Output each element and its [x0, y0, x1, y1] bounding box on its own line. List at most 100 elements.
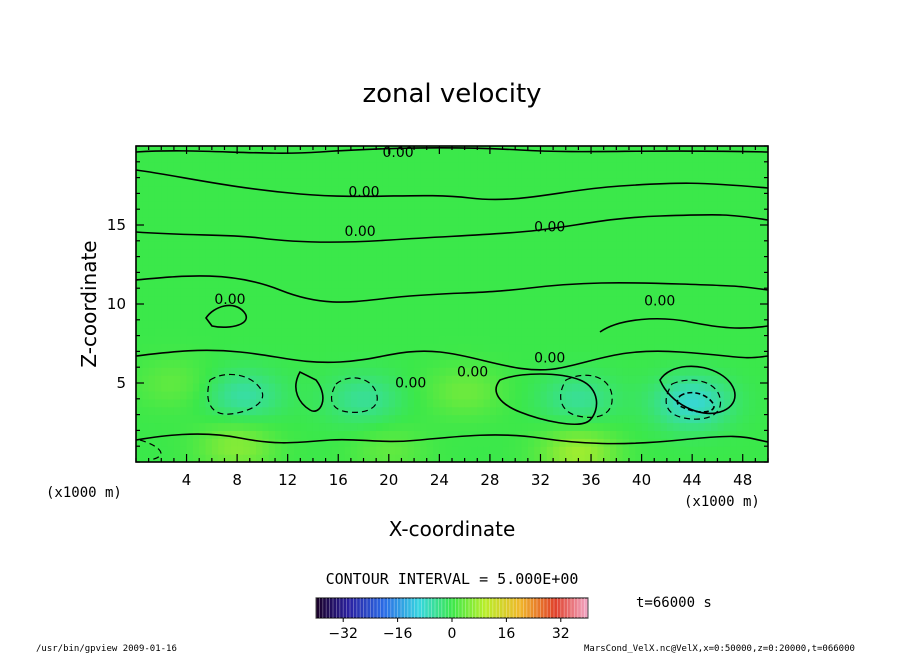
field-cell: [325, 146, 333, 155]
field-cell: [559, 209, 567, 218]
field-cell: [572, 288, 579, 297]
field-cell: [496, 153, 504, 163]
field-cell: [300, 375, 308, 384]
field-cell: [635, 367, 643, 376]
field-cell: [749, 430, 756, 439]
field-cell: [154, 319, 162, 329]
field-cell: [148, 161, 156, 171]
field-cell: [717, 146, 725, 155]
field-cell: [470, 335, 478, 345]
field-cell: [628, 359, 636, 368]
field-cell: [439, 454, 447, 462]
field-cell: [148, 335, 156, 345]
field-cell: [527, 422, 535, 431]
field-cell: [369, 422, 377, 431]
field-cell: [483, 209, 491, 218]
field-cell: [749, 422, 756, 431]
field-cell: [565, 272, 573, 281]
field-cell: [230, 217, 238, 226]
field-cell: [452, 390, 459, 400]
field-cell: [470, 414, 478, 424]
field-cell: [458, 185, 466, 194]
field-cell: [717, 264, 725, 273]
field-cell: [211, 414, 219, 424]
field-cell: [521, 398, 529, 408]
field-cell: [597, 438, 605, 447]
field-cell: [717, 153, 725, 163]
field-cell: [243, 406, 251, 416]
field-cell: [628, 225, 636, 234]
field-cell: [325, 272, 333, 281]
field-cell: [477, 161, 485, 171]
field-cell: [237, 343, 245, 352]
field-cell: [578, 201, 586, 210]
field-cell: [376, 422, 384, 431]
field-cell: [736, 406, 744, 416]
field-cell: [148, 414, 156, 424]
field-cell: [363, 225, 371, 234]
field-cell: [331, 367, 339, 376]
field-cell: [540, 240, 548, 250]
field-cell: [180, 161, 188, 171]
field-cell: [161, 161, 169, 171]
field-cell: [369, 232, 377, 242]
field-cell: [685, 446, 693, 455]
field-cell: [142, 232, 150, 242]
field-cell: [723, 264, 731, 273]
field-cell: [704, 304, 712, 313]
field-cell: [591, 367, 598, 376]
field-cell: [717, 311, 725, 321]
field-cell: [306, 454, 314, 462]
field-cell: [679, 319, 687, 329]
field-cell: [496, 398, 504, 408]
field-cell: [350, 161, 358, 171]
field-cell: [180, 446, 188, 455]
field-cell: [186, 296, 194, 305]
field-cell: [452, 169, 459, 179]
field-cell: [477, 232, 485, 242]
field-cell: [395, 383, 403, 392]
field-cell: [199, 375, 207, 384]
field-cell: [660, 153, 668, 163]
field-cell: [477, 343, 485, 352]
field-cell: [755, 272, 763, 281]
field-cell: [205, 264, 213, 273]
field-cell: [224, 327, 232, 337]
field-cell: [660, 343, 668, 352]
field-cell: [540, 359, 548, 368]
field-cell: [559, 146, 567, 155]
field-cell: [572, 296, 579, 305]
field-cell: [167, 351, 175, 360]
field-cell: [275, 280, 282, 289]
field-cell: [205, 280, 213, 289]
field-cell: [553, 343, 561, 352]
field-cell: [306, 240, 314, 250]
field-cell: [723, 209, 731, 218]
field-cell: [382, 146, 390, 155]
field-cell: [761, 193, 768, 202]
field-cell: [230, 422, 238, 431]
field-cell: [420, 272, 428, 281]
field-cell: [723, 240, 731, 250]
field-cell: [761, 367, 768, 376]
field-cell: [666, 217, 674, 226]
field-cell: [698, 446, 706, 455]
field-cell: [173, 248, 181, 258]
field-cell: [180, 319, 188, 329]
field-cell: [407, 446, 415, 455]
field-cell: [452, 359, 459, 368]
field-cell: [426, 217, 434, 226]
field-cell: [464, 169, 472, 179]
field-cell: [230, 327, 238, 337]
field-cell: [521, 446, 529, 455]
field-cell: [401, 398, 409, 408]
field-cell: [350, 288, 358, 297]
field-cell: [527, 319, 535, 329]
field-cell: [685, 248, 693, 258]
field-cell: [154, 153, 162, 163]
field-cell: [496, 406, 504, 416]
field-cell: [717, 359, 725, 368]
field-cell: [464, 225, 472, 234]
field-cell: [275, 225, 282, 234]
